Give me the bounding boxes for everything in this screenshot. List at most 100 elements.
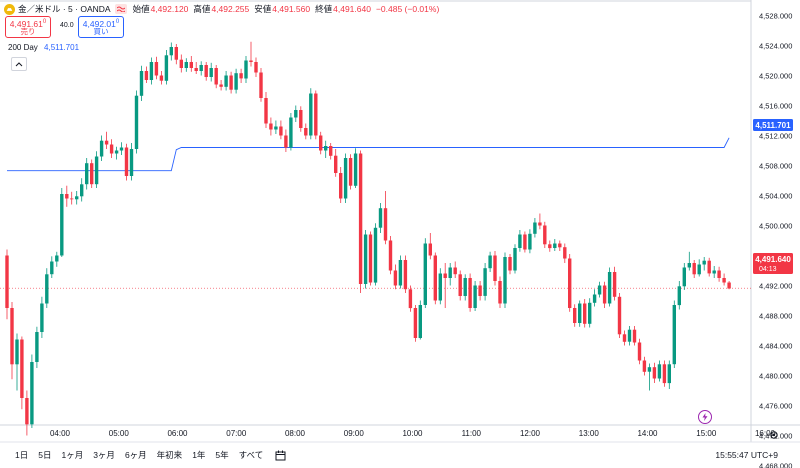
- price-tick-label: 4,512.000: [759, 132, 792, 141]
- sell-button[interactable]: 4,491.610 売り: [5, 16, 51, 38]
- collapse-legend-button[interactable]: [11, 57, 27, 71]
- candle-body: [707, 260, 711, 274]
- candle-body: [443, 273, 447, 278]
- candle-body: [324, 146, 328, 151]
- candle-body: [10, 308, 14, 365]
- calendar-icon[interactable]: [274, 449, 286, 461]
- price-badge-countdown: 04:13: [759, 266, 777, 273]
- ma-legend[interactable]: 200 Day 4,511.701: [8, 43, 79, 52]
- candle-body: [289, 117, 293, 148]
- candle-body: [642, 360, 647, 372]
- candle-body: [234, 73, 238, 90]
- candle-body: [149, 62, 154, 80]
- candle-body: [169, 47, 173, 56]
- candle-body: [294, 110, 298, 118]
- time-tick-label: 09:00: [344, 429, 365, 438]
- candle-body: [583, 303, 587, 324]
- time-tick-label: 14:00: [637, 429, 658, 438]
- candle-body: [35, 332, 39, 362]
- candle-body: [622, 334, 627, 342]
- ohlc-legend: 金／米ドル · 5 · OANDA 始値 4,492.120 高値 4,492.…: [4, 2, 444, 16]
- candle-body: [75, 196, 79, 200]
- candle-body: [612, 272, 617, 297]
- candle-body: [433, 255, 437, 301]
- time-tick-label: 08:00: [285, 429, 306, 438]
- candle-body: [229, 75, 233, 90]
- change-value: −0.485 (−0.01%): [375, 4, 440, 14]
- candle-body: [40, 303, 44, 332]
- candle-body: [652, 367, 657, 379]
- candle-body: [548, 244, 552, 249]
- price-tick-label: 4,508.000: [759, 162, 792, 171]
- candle-body: [553, 243, 557, 248]
- range-5d-button[interactable]: 5日: [38, 450, 52, 460]
- candle-body: [458, 274, 462, 296]
- candle-body: [184, 62, 188, 68]
- candle-body: [209, 68, 213, 77]
- candles: [5, 41, 731, 436]
- candle-body: [528, 233, 532, 250]
- buy-price: 4,492.01: [82, 18, 116, 29]
- time-tick-label: 13:00: [579, 429, 600, 438]
- candle-body: [104, 140, 109, 145]
- gold-icon[interactable]: [4, 3, 15, 15]
- candle-body: [588, 302, 592, 324]
- candle-body: [538, 222, 542, 226]
- candle-body: [109, 144, 114, 154]
- candle-body: [468, 278, 472, 308]
- candle-body: [304, 128, 308, 136]
- buy-button[interactable]: 4,492.010 買い: [78, 16, 124, 38]
- candle-body: [5, 255, 9, 308]
- range-3m-button[interactable]: 3ヶ月: [93, 450, 115, 460]
- ma-price-badge: 4,511.701: [753, 119, 793, 131]
- candle-body: [70, 198, 74, 200]
- candle-body: [144, 71, 149, 80]
- utc-clock[interactable]: 15:55:47 UTC+9: [715, 450, 778, 460]
- candle-body: [269, 123, 273, 130]
- candle-body: [722, 278, 726, 283]
- candle-body: [85, 163, 89, 185]
- price-tick-label: 4,500.000: [759, 222, 792, 231]
- candle-body: [498, 281, 502, 304]
- time-axis[interactable]: 04:00 05:00 06:00 07:00 08:00 09:00 10:00 11:00…: [50, 429, 776, 438]
- range-1d-button[interactable]: 1日: [15, 450, 29, 460]
- candle-body: [174, 47, 178, 60]
- candle-body: [259, 72, 263, 98]
- market-wave-icon[interactable]: [114, 4, 127, 14]
- range-1y-button[interactable]: 1年: [192, 450, 206, 460]
- lightning-icon[interactable]: [698, 410, 712, 424]
- range-all-button[interactable]: すべて: [238, 450, 264, 460]
- candle-body: [90, 163, 94, 185]
- candle-body: [319, 135, 323, 151]
- candle-body: [632, 329, 637, 343]
- range-1m-button[interactable]: 1ヶ月: [61, 450, 84, 460]
- price-axis[interactable]: 4,528.000 4,524.000 4,520.000 4,516.000 4,51…: [759, 12, 792, 468]
- candle-body: [398, 260, 403, 286]
- price-tick-label: 4,484.000: [759, 342, 792, 351]
- candle-body: [194, 68, 198, 71]
- candle-body: [254, 62, 258, 73]
- candle-body: [60, 194, 64, 256]
- settings-gear-icon[interactable]: [769, 430, 779, 440]
- symbol-name[interactable]: 金／米ドル · 5 · OANDA: [18, 4, 111, 14]
- candle-body: [309, 93, 313, 136]
- candle-body: [423, 243, 427, 305]
- candle-body: [154, 62, 159, 76]
- spread-value: 40.0: [60, 22, 74, 29]
- candle-body: [373, 227, 378, 283]
- range-5y-button[interactable]: 5年: [215, 450, 229, 460]
- candle-body: [508, 257, 512, 271]
- open-value: 4,492.120: [150, 4, 189, 14]
- candle-body: [478, 285, 482, 296]
- buy-label: 買い: [93, 27, 109, 37]
- candle-body: [339, 173, 343, 199]
- sell-price-sup: 0: [42, 18, 47, 25]
- range-ytd-button[interactable]: 年初来: [156, 450, 183, 460]
- range-6m-button[interactable]: 6ヶ月: [124, 450, 147, 460]
- price-tick-label: 4,492.000: [759, 282, 792, 291]
- candle-body: [408, 289, 413, 309]
- candle-body: [493, 255, 497, 281]
- candle-body: [363, 234, 368, 284]
